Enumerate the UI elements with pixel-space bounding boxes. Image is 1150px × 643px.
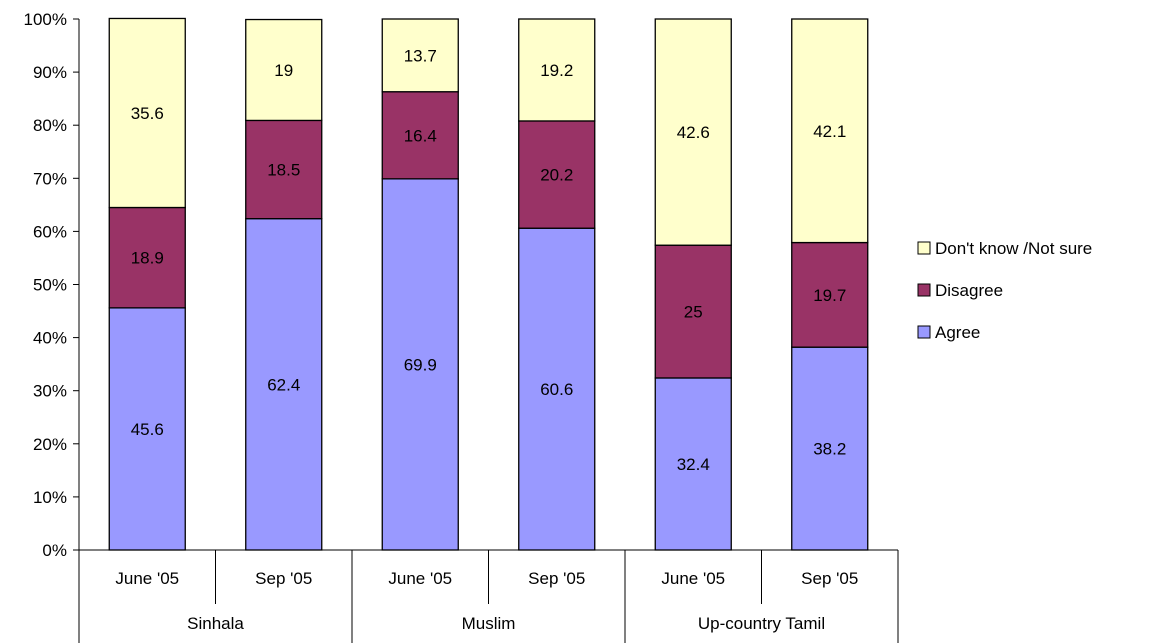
y-tick-label: 20%	[33, 435, 67, 454]
bar-segment	[791, 241, 869, 348]
bar-segment	[518, 18, 596, 122]
data-label: 45.6	[131, 420, 164, 439]
data-label: 38.2	[813, 440, 846, 459]
data-label: 18.9	[131, 249, 164, 268]
data-label: 62.4	[267, 375, 300, 394]
axes: 0% 10% 20% 30% 40% 50% 60% 70% 80% 90% 100%	[24, 10, 80, 560]
x-category-label: June '05	[661, 569, 725, 588]
data-label: 32.4	[677, 455, 710, 474]
data-label: 25	[684, 303, 703, 322]
bars	[108, 17, 869, 551]
value-labels: 45.6 18.9 35.6 62.4 18.5 19 69.9 16.4 13.7 60.6 20…	[131, 46, 847, 474]
x-group-label: Up-country Tamil	[698, 614, 825, 633]
x-group-label: Muslim	[462, 614, 516, 633]
x-category-label: June '05	[115, 569, 179, 588]
data-label: 19	[274, 61, 293, 80]
data-label: 60.6	[540, 380, 573, 399]
data-label: 19.2	[540, 61, 573, 80]
bar-segment	[654, 244, 732, 379]
data-label: 20.2	[540, 166, 573, 185]
legend-label: Disagree	[935, 281, 1003, 300]
y-tick-label: 90%	[33, 63, 67, 82]
legend-swatch	[917, 283, 931, 297]
legend-swatch	[917, 325, 931, 339]
x-category-label: June '05	[388, 569, 452, 588]
y-tick-label: 60%	[33, 222, 67, 241]
bar-segment	[108, 17, 186, 209]
x-axis: June '05 Sep '05 June '05 Sep '05 June '05 Se…	[78, 549, 899, 643]
bar-segment	[381, 18, 459, 93]
y-tick-label: 40%	[33, 329, 67, 348]
bar-segment	[518, 120, 596, 229]
bar-segment	[381, 91, 459, 180]
data-label: 35.6	[131, 104, 164, 123]
data-label: 18.5	[267, 161, 300, 180]
x-category-label: Sep '05	[801, 569, 858, 588]
x-category-label: Sep '05	[255, 569, 312, 588]
legend-swatch	[917, 241, 931, 255]
legend: Don't know /Not sure Disagree Agree	[917, 239, 1092, 342]
bar-segment	[791, 346, 869, 551]
bar-segment	[791, 18, 869, 244]
y-tick-label: 10%	[33, 488, 67, 507]
data-label: 16.4	[404, 126, 437, 145]
x-category-label: Sep '05	[528, 569, 585, 588]
bar-segment	[108, 307, 186, 551]
y-tick-label: 100%	[24, 10, 67, 29]
y-tick-label: 50%	[33, 276, 67, 295]
legend-label: Agree	[935, 323, 980, 342]
y-tick-label: 70%	[33, 169, 67, 188]
data-label: 42.1	[813, 122, 846, 141]
data-label: 19.7	[813, 286, 846, 305]
y-tick-label: 80%	[33, 116, 67, 135]
bar-segment	[654, 18, 732, 246]
bar-segment	[518, 227, 596, 551]
bar-segment	[245, 119, 323, 220]
bar-segment	[381, 178, 459, 551]
data-label: 13.7	[404, 46, 437, 65]
data-label: 69.9	[404, 355, 437, 374]
bar-segment	[245, 18, 323, 122]
y-tick-label: 0%	[42, 541, 67, 560]
legend-label: Don't know /Not sure	[935, 239, 1092, 258]
y-tick-label: 30%	[33, 382, 67, 401]
data-label: 42.6	[677, 123, 710, 142]
x-group-label: Sinhala	[187, 614, 244, 633]
